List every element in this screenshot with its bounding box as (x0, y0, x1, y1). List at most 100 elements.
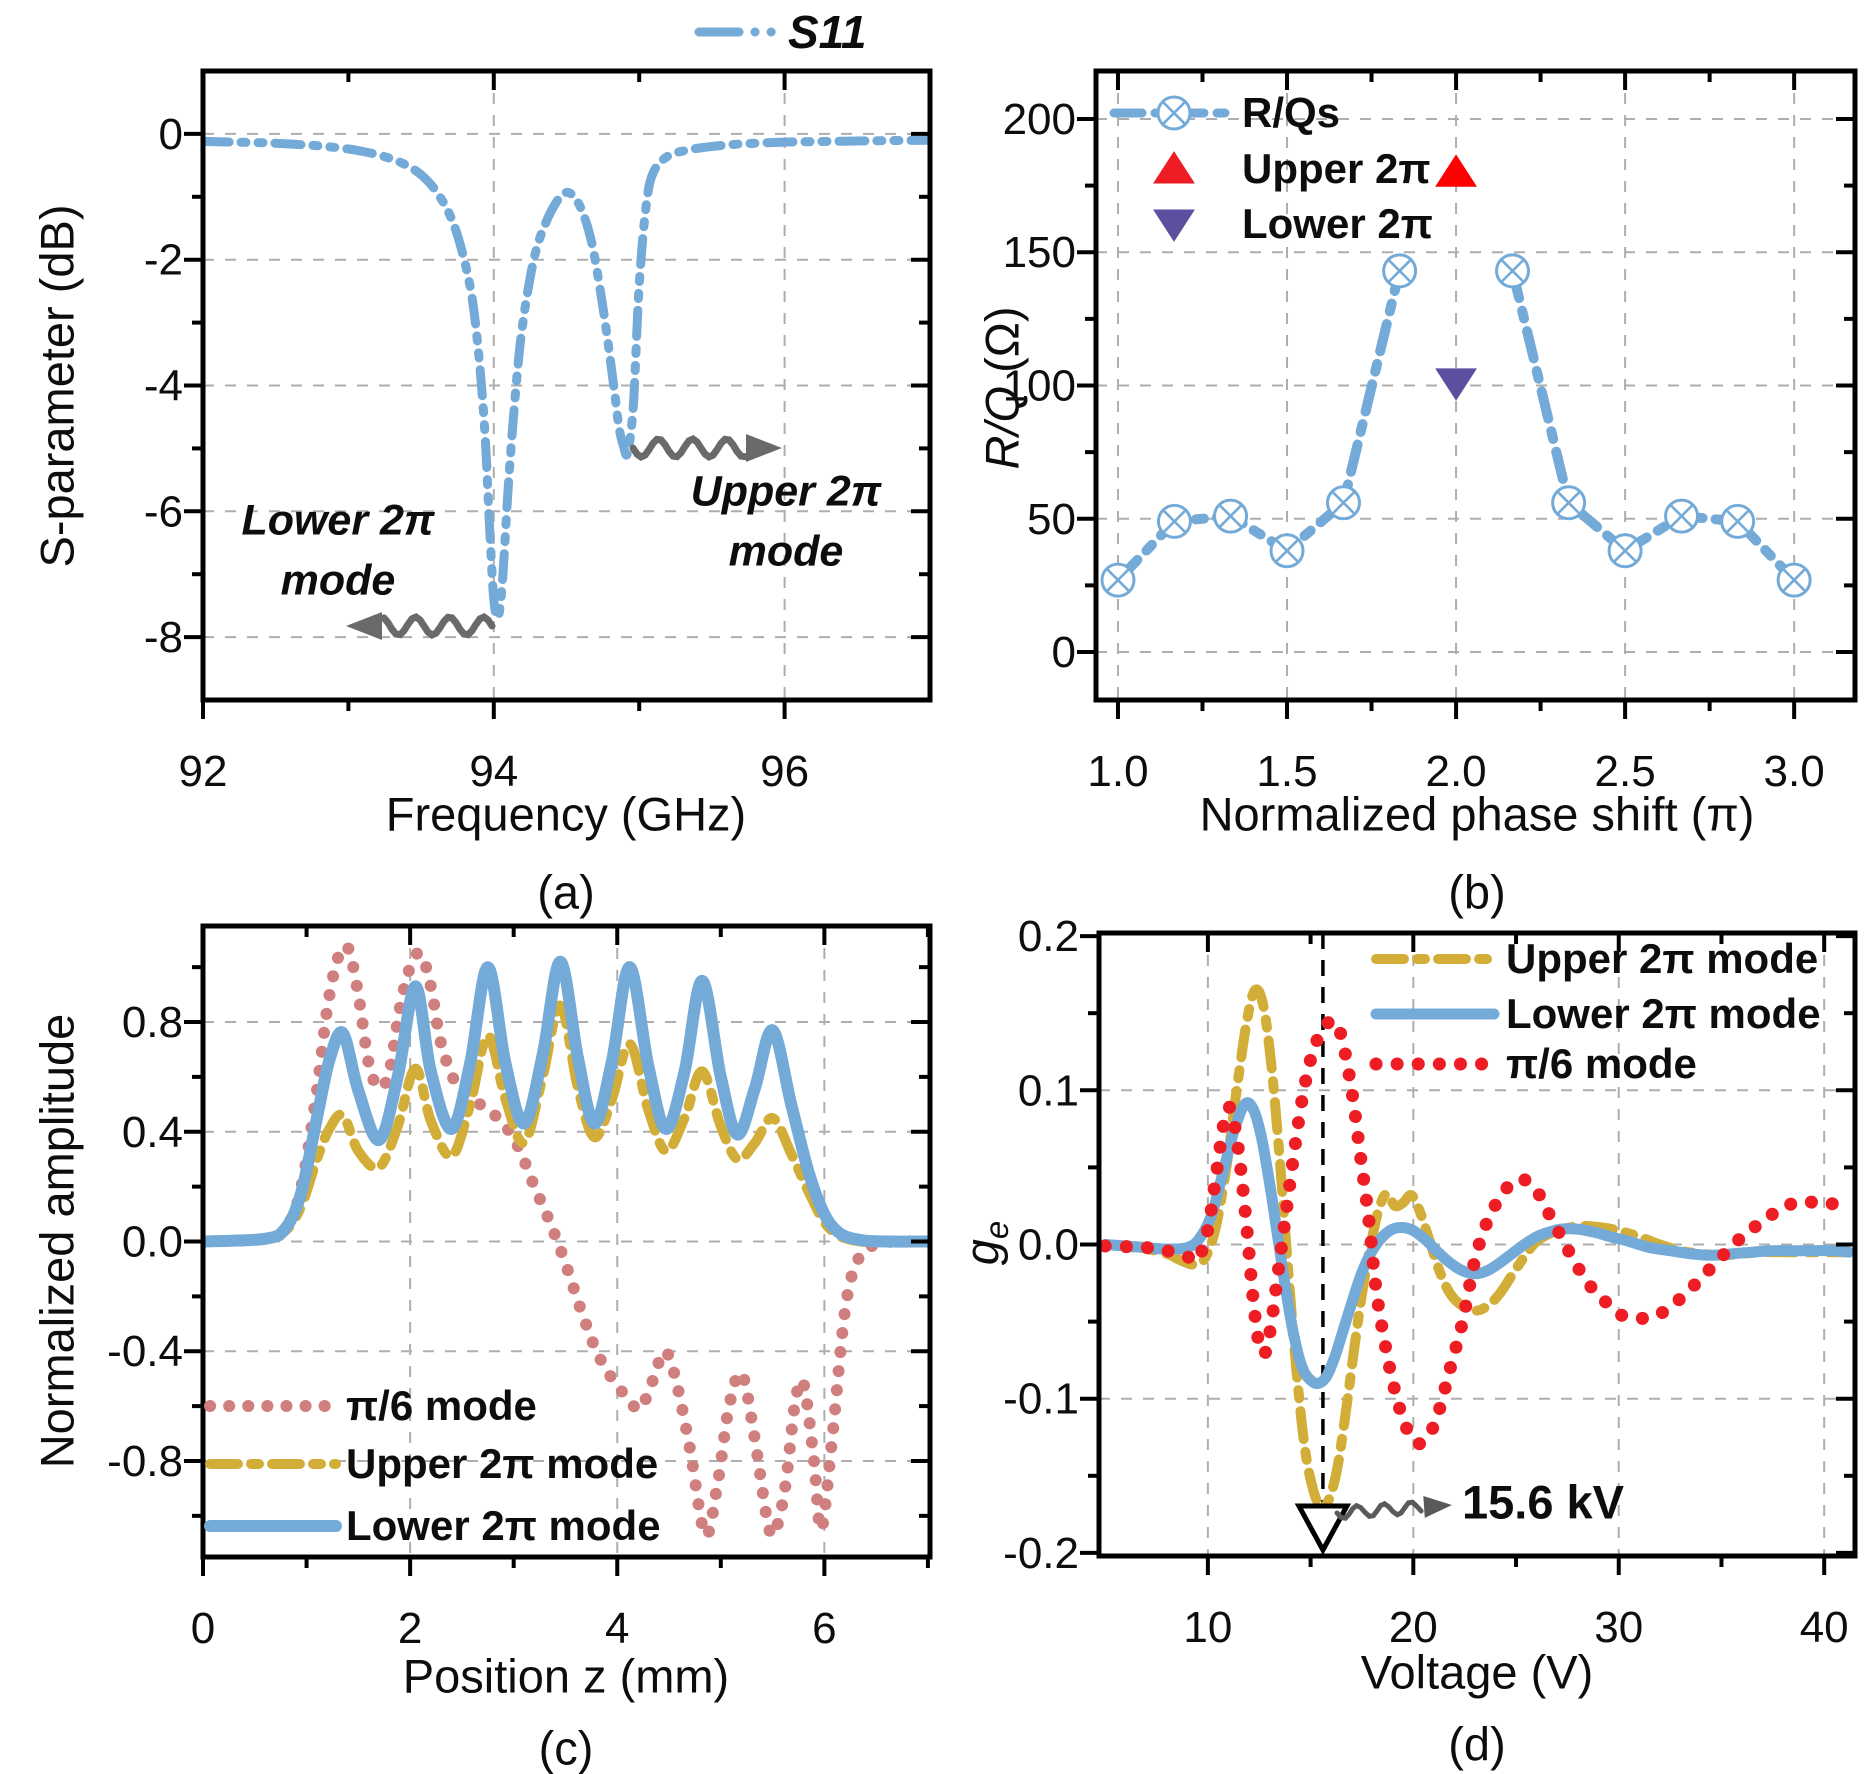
y-tick-label: 0.0 (122, 1218, 183, 1267)
panel-b-caption: (b) (1448, 865, 1506, 919)
panel-b-legend-label-lower: Lower 2π (1242, 200, 1433, 247)
panel-b-x-axis-label: Normalized phase shift (π) (1199, 787, 1755, 841)
panel-c-y-axis-label: Normalized amplitude (30, 1013, 84, 1469)
tick-labels-a: 92 94 96 0 -2 -4 -6 -8 (144, 110, 809, 796)
series-R/Qs (1100, 253, 1812, 598)
annotation-upper-2pi-line1: Upper 2π (690, 467, 882, 516)
panel-c-legend-label-lower: Lower 2π mode (346, 1502, 661, 1549)
wavy-arrow (1334, 1496, 1452, 1521)
legend-sample (1109, 95, 1239, 131)
x-tick-label: 2 (398, 1604, 422, 1653)
x-tick-label: 30 (1594, 1603, 1643, 1652)
y-tick-label: 0.1 (1018, 1066, 1079, 1115)
x-tick-label: 10 (1183, 1603, 1232, 1652)
y-tick-label: 0.2 (1018, 912, 1079, 961)
x-tick-label: 2.5 (1595, 747, 1656, 796)
triangle-up-marker (1153, 151, 1195, 184)
panel-b-legend-label-rqs: R/Qs (1242, 89, 1341, 136)
y-tick-label: 200 (1003, 95, 1076, 144)
y-tick-label: -0.1 (1003, 1375, 1079, 1424)
y-tick-label: -4 (144, 362, 183, 411)
x-tick-label: 2.0 (1425, 747, 1486, 796)
annotation-voltage-value: 15.6 kV (1462, 1475, 1625, 1529)
y-tick-label: 0.4 (122, 1108, 183, 1157)
ticks-a (184, 71, 930, 719)
x-tick-label: 4 (605, 1604, 629, 1653)
panel-b-ylabel-main: R/Q (975, 385, 1029, 470)
panel-d-ylabel-main: g (954, 1239, 1008, 1266)
legend-sample (1153, 209, 1195, 242)
triangle-down-marker (1153, 209, 1195, 242)
ticks-c (184, 926, 930, 1576)
x-tick-label: 0 (191, 1604, 215, 1653)
x-tick-label: 3.0 (1764, 747, 1825, 796)
x-tick-label: 92 (179, 747, 228, 796)
triangle-up-marker (1435, 154, 1477, 187)
grid-c (203, 926, 930, 1557)
y-tick-label: -0.2 (1003, 1529, 1079, 1578)
legend-sample (1153, 151, 1195, 184)
wavy-arrow (629, 434, 782, 462)
annotation-lower-2pi-line2: mode (280, 556, 396, 605)
y-tick-label: 150 (1003, 228, 1076, 277)
panel-d-legend-label-lower: Lower 2π mode (1506, 990, 1821, 1037)
x-tick-label: 6 (812, 1604, 836, 1653)
y-tick-label: -0.8 (107, 1437, 183, 1486)
panel-d: 10 20 30 40 0.2 0.1 0.0 -0.1 -0.2 (1003, 912, 1858, 1652)
panel-a-caption: (a) (537, 865, 595, 919)
x-tick-label: 94 (469, 747, 518, 796)
series-π/6-mode (1098, 1013, 1856, 1451)
annotation-upper-2pi-line2: mode (728, 527, 844, 576)
panel-d-x-axis-label: Voltage (V) (1360, 1645, 1594, 1699)
grid-b (1096, 71, 1855, 700)
tick-labels-d: 10 20 30 40 0.2 0.1 0.0 -0.1 -0.2 (1003, 912, 1848, 1652)
panel-d-caption: (d) (1448, 1717, 1506, 1771)
series-S11 (201, 135, 932, 623)
panel-c: 0 2 4 6 0.8 0.4 0.0 -0.4 -0.8 (107, 923, 933, 1653)
y-tick-label: 50 (1027, 495, 1076, 544)
panel-b-legend-label-upper: Upper 2π (1242, 145, 1431, 192)
series-π/6-mode (201, 939, 932, 1542)
open-triangle-down-marker (1294, 1503, 1352, 1556)
series-Lower-2π-mode (201, 955, 932, 1248)
y-tick-label: 0 (159, 110, 183, 159)
x-tick-label: 1.0 (1087, 747, 1148, 796)
x-tick-label: 40 (1800, 1603, 1849, 1652)
annotation-lower-2pi-line1: Lower 2π (241, 496, 435, 545)
grid-a (203, 71, 930, 700)
panel-d-legend-label-upper: Upper 2π mode (1506, 935, 1819, 982)
panel-a-x-axis-label: Frequency (GHz) (385, 787, 747, 841)
y-tick-label: -0.4 (107, 1327, 183, 1376)
panel-b-ylabel-unit: (Ω) (975, 306, 1029, 373)
series-Lower-2π-mode (1099, 1097, 1855, 1390)
y-tick-label: 100 (1003, 362, 1076, 411)
triangle-down-marker (1435, 368, 1477, 401)
panel-c-caption: (c) (538, 1721, 594, 1774)
panel-b-y-axis-label: R/Q (Ω) (975, 306, 1030, 469)
wavy-arrow (346, 612, 496, 640)
tick-labels-b: 1.0 1.5 2.0 2.5 3.0 200 150 100 50 0 (1003, 95, 1825, 796)
x-tick-label: 20 (1389, 1603, 1438, 1652)
tick-labels-c: 0 2 4 6 0.8 0.4 0.0 -0.4 -0.8 (107, 998, 836, 1653)
panel-a-legend-label-s11: S11 (788, 6, 867, 58)
y-tick-label: 0.0 (1018, 1221, 1079, 1270)
panel-c-x-axis-label: Position z (mm) (402, 1649, 730, 1703)
x-tick-label: 96 (760, 747, 809, 796)
panel-d-ylabel-sub: e (978, 1220, 1016, 1240)
panel-a: 92 94 96 0 -2 -4 -6 -8 (144, 68, 933, 796)
y-tick-label: -2 (144, 236, 183, 285)
y-tick-label: -8 (144, 613, 183, 662)
y-tick-label: 0.8 (122, 998, 183, 1047)
ticks-b (1077, 71, 1855, 719)
y-tick-label: -6 (144, 487, 183, 536)
x-tick-label: 1.5 (1256, 747, 1317, 796)
panel-a-y-axis-label: S-parameter (dB) (30, 204, 84, 568)
series-Upper-2π-mode (1100, 984, 1854, 1513)
y-tick-label: 0 (1052, 628, 1076, 677)
panel-c-legend-label-upper: Upper 2π mode (346, 1440, 659, 1487)
panel-d-y-axis-label: ge (954, 1221, 1016, 1265)
panel-d-legend-label-pi6: π/6 mode (1506, 1040, 1697, 1087)
panel-c-legend-label-pi6: π/6 mode (346, 1382, 537, 1429)
